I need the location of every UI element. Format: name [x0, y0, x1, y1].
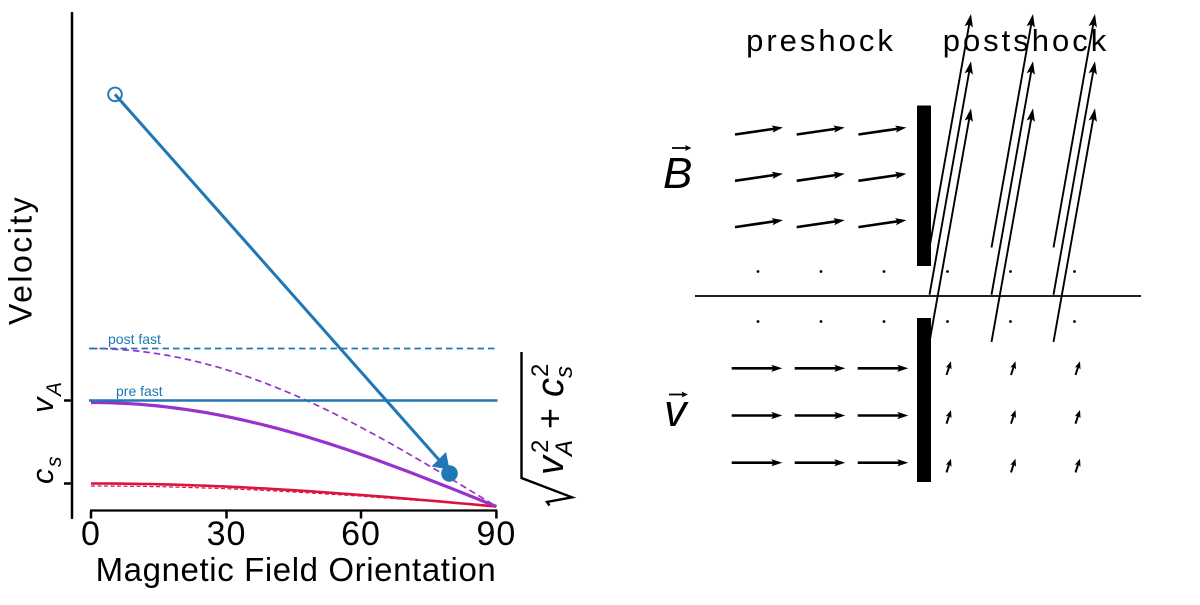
svg-text:pre fast: pre fast [116, 383, 163, 399]
svg-text:v: v [25, 396, 60, 413]
svg-text:90: 90 [476, 515, 516, 553]
svg-text:0: 0 [81, 515, 101, 553]
svg-text:s: s [43, 456, 66, 467]
svg-text:2: 2 [527, 440, 554, 453]
svg-text:c: c [530, 378, 572, 397]
svg-text:c: c [25, 468, 60, 484]
svg-text:s: s [551, 366, 578, 378]
svg-text:+: + [529, 408, 570, 429]
svg-text:postshock: postshock [943, 23, 1110, 58]
svg-text:Velocity: Velocity [3, 195, 39, 325]
svg-text:A: A [43, 382, 66, 398]
svg-text:post fast: post fast [108, 331, 161, 347]
svg-text:Magnetic Field Orientation: Magnetic Field Orientation [96, 551, 497, 588]
svg-text:B: B [663, 149, 692, 198]
svg-text:A: A [551, 440, 578, 458]
svg-text:preshock: preshock [746, 23, 896, 58]
svg-text:2: 2 [527, 364, 554, 377]
svg-text:30: 30 [207, 515, 247, 553]
svg-text:v: v [664, 385, 689, 436]
svg-text:v: v [530, 454, 572, 475]
svg-text:60: 60 [341, 515, 381, 553]
